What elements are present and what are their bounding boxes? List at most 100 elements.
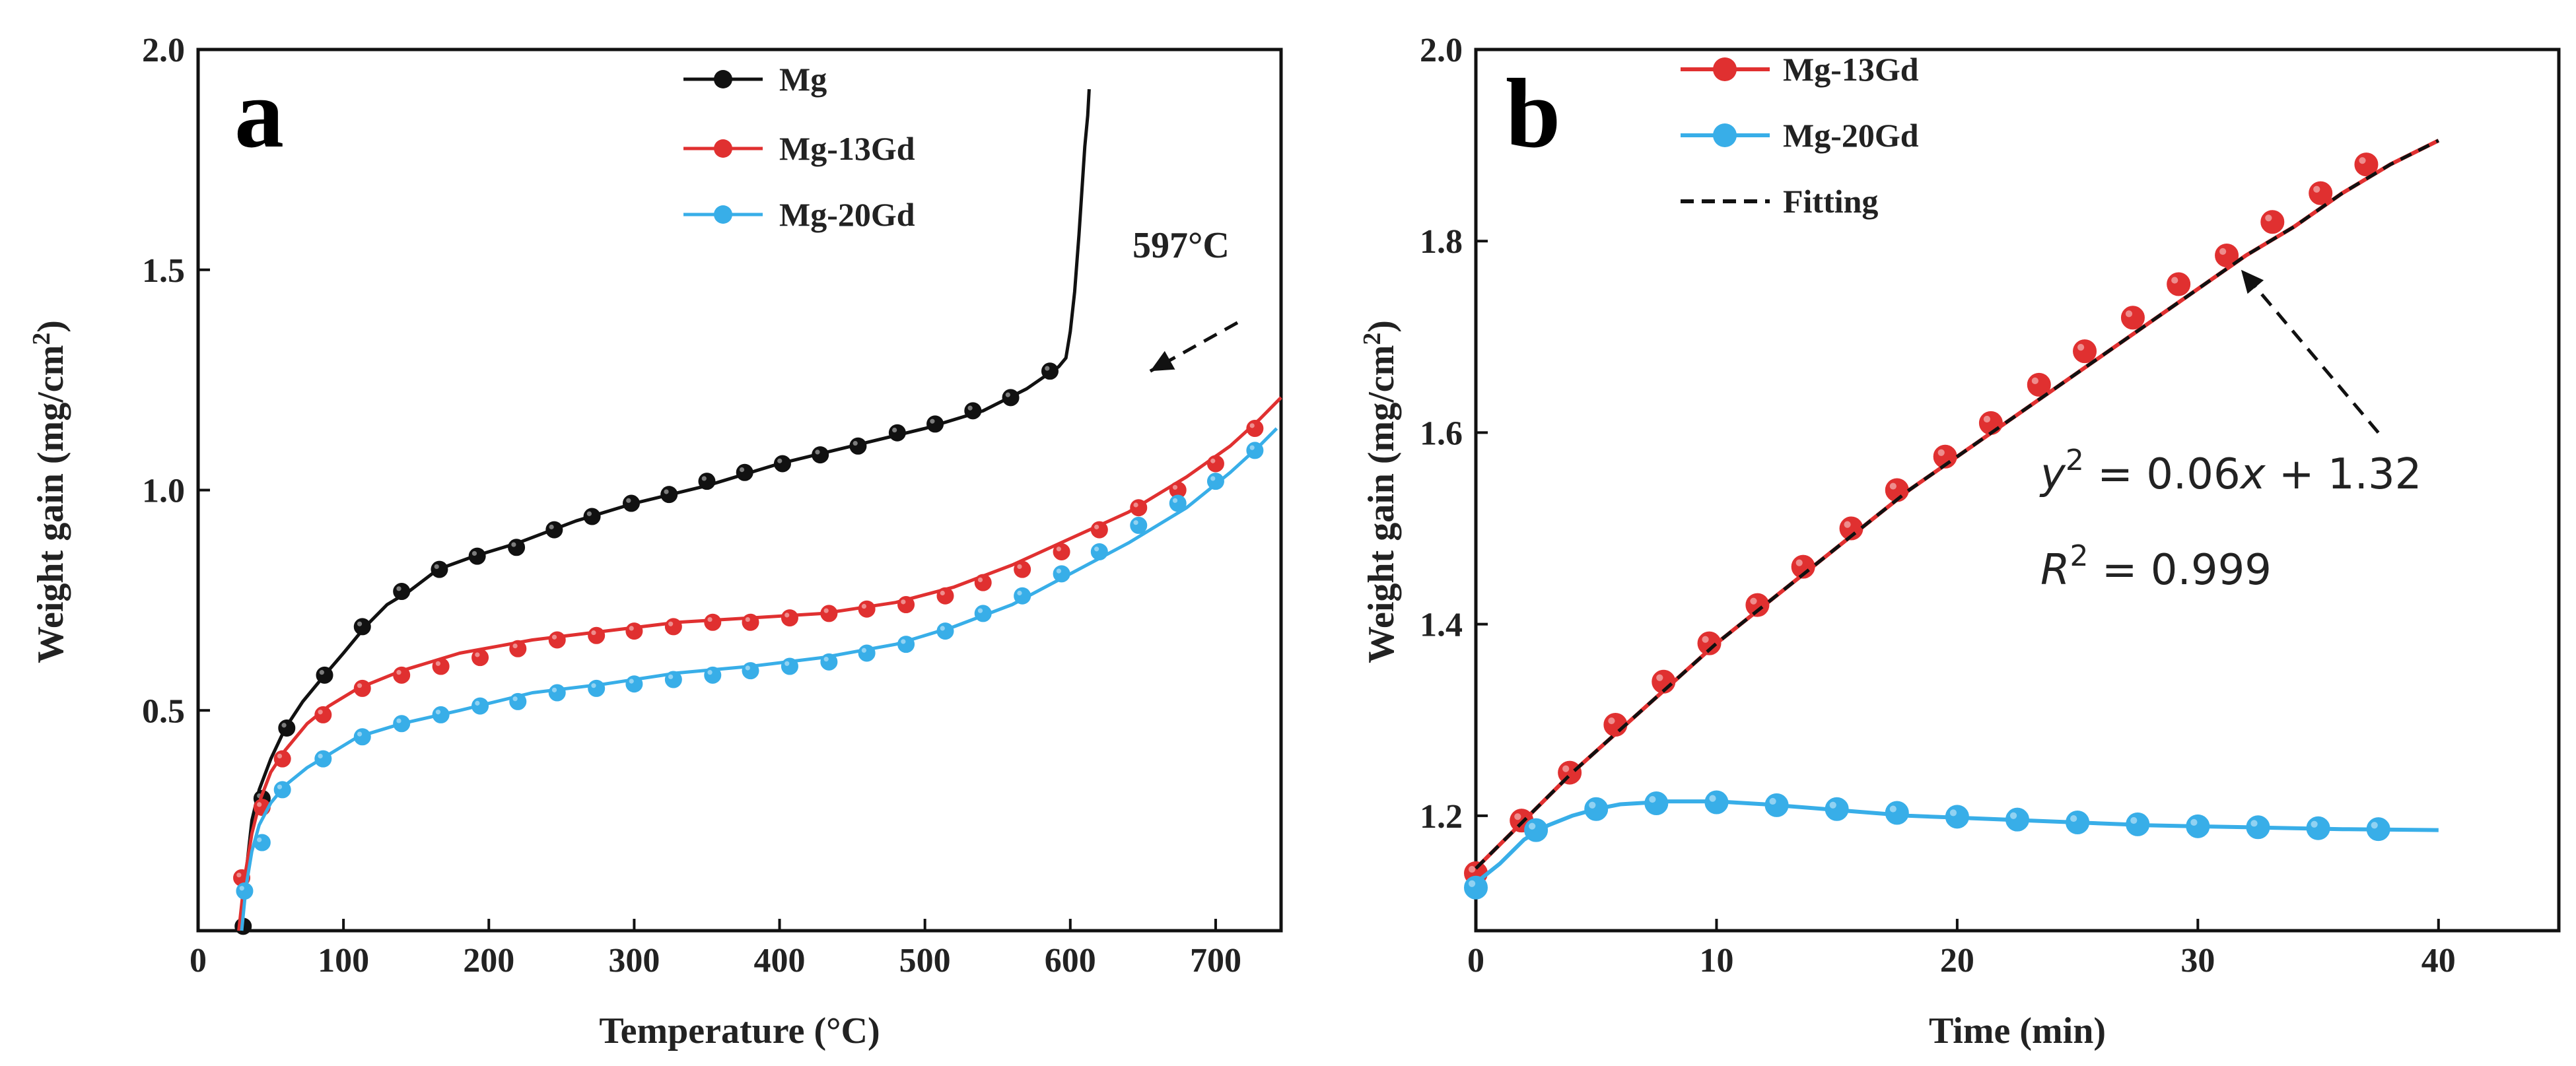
panel-b-r-squared: R2 = 0.999: [2040, 539, 2272, 595]
data-point-a-mg20gd: [820, 653, 838, 671]
data-point-a-mg13gd: [1246, 420, 1264, 438]
data-point-b-mg20gd: [2126, 812, 2150, 836]
data-point-a-mg13gd: [471, 649, 489, 667]
data-point-highlight-a: [626, 498, 631, 503]
data-point-highlight-a: [1210, 476, 1216, 481]
panel-a-y-tick-label: 1.5: [142, 252, 185, 290]
data-point-a-mg20gd: [353, 728, 371, 746]
panel-a-annotation-arrow: [1149, 321, 1239, 373]
data-point-b-mg20gd: [2246, 815, 2270, 840]
data-point-a-mg13gd: [781, 609, 798, 627]
data-point-highlight-a: [668, 674, 674, 679]
data-point-highlight-a: [1210, 458, 1216, 463]
series-line-a-mg20gd: [240, 427, 1278, 931]
data-point-highlight-a: [1017, 590, 1022, 596]
data-point-highlight-a: [1172, 484, 1178, 490]
data-point-highlight-a: [257, 802, 262, 807]
legend-item-mg20gd: Mg-20Gd: [683, 196, 915, 233]
eq-lhs-sup: 2: [2066, 444, 2084, 477]
panel-a-plot-frame: [196, 48, 1283, 933]
data-point-highlight-a: [591, 683, 596, 688]
data-point-highlight-a: [901, 599, 906, 605]
data-point-highlight-a: [549, 524, 554, 529]
data-point-a-mg20gd: [314, 750, 332, 768]
data-point-highlight-b: [1829, 801, 1836, 809]
data-point-a-mg: [278, 719, 296, 737]
data-point-a-mg20gd: [548, 684, 566, 702]
data-point-highlight-b: [2313, 185, 2320, 193]
data-point-highlight-b: [2130, 816, 2138, 824]
data-point-highlight-a: [977, 577, 983, 583]
r2-rhs: = 0.999: [2088, 546, 2272, 595]
data-point-highlight-b: [1937, 449, 1945, 456]
data-point-a-mg: [353, 618, 371, 636]
data-point-b-mg13gd: [2260, 210, 2285, 234]
panel-b-x-tick-label: 40: [2421, 942, 2456, 980]
data-point-a-mg: [545, 521, 563, 539]
data-point-highlight-a: [940, 590, 945, 596]
data-point-b-mg20gd: [1524, 818, 1549, 842]
data-point-a-mg13gd: [1130, 499, 1148, 517]
panel-b-y-tick-label: 1.6: [1420, 415, 1463, 452]
data-point-a-mg20gd: [1090, 543, 1108, 560]
eq-rhs-var: x: [2239, 450, 2266, 499]
data-point-b-mg20gd: [1704, 790, 1729, 815]
data-point-highlight-a: [512, 644, 518, 649]
annotation-arrow-head: [1150, 350, 1175, 372]
data-point-a-mg13gd: [353, 679, 371, 697]
data-point-highlight-b: [2265, 215, 2272, 222]
data-point-b-mg13gd: [2215, 243, 2239, 267]
data-point-highlight-a: [1172, 498, 1178, 503]
data-point-highlight-a: [396, 670, 401, 675]
data-point-a-mg: [508, 539, 526, 556]
data-point-highlight-b: [2077, 344, 2085, 351]
data-point-highlight-a: [435, 710, 441, 715]
data-point-b-mg20gd: [1825, 797, 1849, 821]
data-point-highlight-a: [1094, 547, 1099, 552]
legend-marker-b-mg20gd: [1713, 123, 1737, 147]
data-point-a-mg: [736, 463, 753, 481]
data-point-highlight-a: [967, 405, 973, 411]
data-point-highlight-a: [591, 630, 596, 636]
data-point-a-mg: [1041, 362, 1059, 380]
data-point-b-mg13gd: [1791, 554, 1815, 579]
panel-b-x-tick-label: 20: [1940, 942, 1974, 980]
panel-a-y-axis-title-main: Weight gain (mg/cm: [30, 345, 71, 663]
data-point-a-mg: [849, 437, 867, 455]
data-point-highlight-b: [2171, 277, 2178, 284]
legend-label-mg: Mg: [779, 61, 827, 98]
data-point-a-mg13gd: [432, 657, 450, 675]
panel-a-x-tick-label: 200: [463, 942, 514, 980]
legend-marker-b-mg13gd: [1713, 57, 1737, 81]
data-point-highlight-b: [1468, 865, 1476, 873]
series-line-b-fitting: [1475, 139, 2439, 870]
legend-label-b-mg20gd: Mg-20Gd: [1783, 117, 1919, 154]
data-point-b-mg20gd: [2066, 811, 2090, 835]
panel-a-y-axis-title: Weight gain (mg/cm2): [28, 320, 71, 663]
data-point-a-mg20gd: [625, 675, 643, 693]
data-point-highlight-a: [707, 616, 713, 622]
data-point-highlight-b: [1750, 597, 1757, 605]
series-line-b-mg13gd: [1474, 139, 2440, 870]
data-point-highlight-a: [861, 648, 867, 653]
panel-a-x-tick-label: 400: [754, 942, 806, 980]
panel-a: 0 100 200 300 400 500 600 700 0.5 1.0 1.5 2.0 a Mg …: [28, 32, 1283, 1051]
data-point-a-mg20gd: [432, 706, 450, 723]
panel-b: 0 10 20 30 40 1.2 1.4 1.6 1.8 2.0 b Mg-13Gd Mg-20…: [1358, 32, 2561, 1051]
data-point-highlight-a: [357, 683, 363, 688]
data-point-a-mg20gd: [1053, 565, 1070, 583]
panel-a-legend: Mg Mg-13Gd Mg-20Gd: [683, 61, 915, 233]
legend-item-mg: Mg: [683, 61, 827, 98]
data-point-a-mg: [926, 415, 944, 433]
data-point-highlight-b: [2190, 818, 2198, 826]
data-point-highlight-a: [257, 837, 262, 842]
panel-b-ticks: 0 10 20 30 40 1.2 1.4 1.6 1.8 2.0: [1420, 32, 2456, 980]
data-point-highlight-b: [1514, 813, 1521, 820]
data-point-b-mg20gd: [1644, 791, 1669, 816]
data-point-highlight-a: [319, 670, 324, 675]
legend-label-b-fitting: Fitting: [1783, 183, 1878, 220]
data-point-a-mg13gd: [858, 600, 876, 618]
data-point-a-mg: [623, 494, 640, 512]
panel-b-x-tick-label: 30: [2180, 942, 2215, 980]
